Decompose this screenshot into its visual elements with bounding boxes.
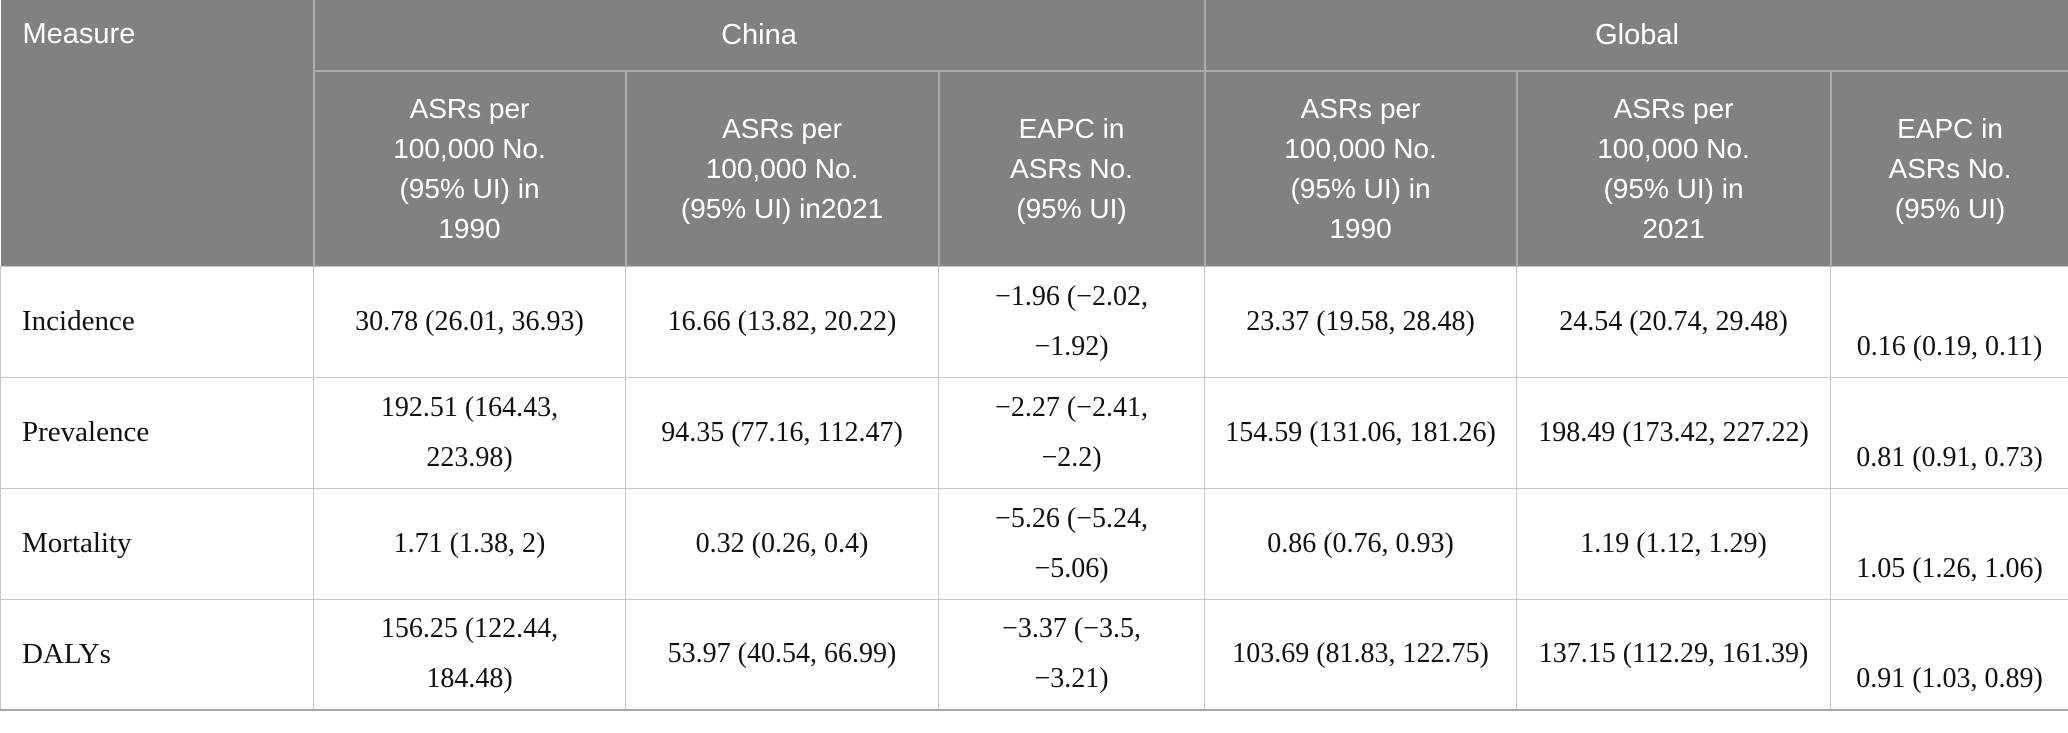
cell-mortality-china-eapc: −5.26 (−5.24, −5.06)	[937, 487, 1206, 600]
cell-dalys-global-asr-2021: 137.15 (112.29, 161.39)	[1516, 598, 1832, 711]
table-header: Measure China Global ASRs per 100,000 No…	[0, 0, 2068, 266]
table-row-prevalence: Prevalence 192.51 (164.43, 223.98) 94.35…	[0, 376, 2068, 489]
china-group-header: China	[312, 0, 1205, 72]
row-label-incidence: Incidence	[0, 265, 314, 378]
cell-prevalence-china-eapc: −2.27 (−2.41, −2.2)	[937, 376, 1206, 489]
cell-mortality-china-asr-2021: 0.32 (0.26, 0.4)	[625, 487, 939, 600]
cell-incidence-global-asr-1990: 23.37 (19.58, 28.48)	[1204, 265, 1518, 378]
row-label-prevalence: Prevalence	[0, 376, 314, 489]
table-row-incidence: Incidence 30.78 (26.01, 36.93) 16.66 (13…	[0, 265, 2068, 378]
global-group-header: Global	[1203, 0, 2068, 72]
measure-column-header: Measure	[0, 0, 314, 266]
cell-incidence-china-eapc: −1.96 (−2.02, −1.92)	[937, 265, 1206, 378]
subheader-china-asr-1990: ASRs per 100,000 No. (95% UI) in 1990	[312, 71, 626, 266]
group-header-row: Measure China Global	[0, 0, 2068, 266]
subheader-china-asr-2021: ASRs per 100,000 No. (95% UI) in2021	[624, 71, 939, 266]
cell-mortality-global-eapc: 1.05 (1.26, 1.06)	[1830, 487, 2068, 600]
subheader-china-eapc: EAPC in ASRs No. (95% UI)	[937, 71, 1205, 266]
cell-incidence-china-asr-1990: 30.78 (26.01, 36.93)	[313, 265, 626, 378]
cell-mortality-china-asr-1990: 1.71 (1.38, 2)	[313, 487, 626, 600]
cell-mortality-global-asr-2021: 1.19 (1.12, 1.29)	[1516, 487, 1832, 600]
cell-dalys-china-asr-2021: 53.97 (40.54, 66.99)	[625, 598, 939, 711]
row-label-mortality: Mortality	[0, 487, 314, 600]
cell-incidence-global-eapc: 0.16 (0.19, 0.11)	[1830, 265, 2068, 378]
cell-dalys-global-eapc: 0.91 (1.03, 0.89)	[1830, 598, 2068, 711]
cell-dalys-china-asr-1990: 156.25 (122.44, 184.48)	[313, 598, 626, 711]
cell-dalys-global-asr-1990: 103.69 (81.83, 122.75)	[1204, 598, 1518, 711]
table-row-mortality: Mortality 1.71 (1.38, 2) 0.32 (0.26, 0.4…	[0, 487, 2068, 600]
sub-header-row: ASRs per 100,000 No. (95% UI) in 1990 AS…	[1, 71, 2068, 266]
cell-incidence-china-asr-2021: 16.66 (13.82, 20.22)	[625, 265, 939, 378]
asr-eapc-table: Measure China Global ASRs per 100,000 No…	[0, 0, 2068, 711]
row-label-dalys: DALYs	[0, 598, 314, 711]
cell-prevalence-global-asr-2021: 198.49 (173.42, 227.22)	[1516, 376, 1832, 489]
table-body: Incidence 30.78 (26.01, 36.93) 16.66 (13…	[0, 265, 2068, 711]
cell-prevalence-global-asr-1990: 154.59 (131.06, 181.26)	[1204, 376, 1518, 489]
cell-prevalence-china-asr-1990: 192.51 (164.43, 223.98)	[313, 376, 626, 489]
table-row-dalys: DALYs 156.25 (122.44, 184.48) 53.97 (40.…	[0, 598, 2068, 711]
cell-incidence-global-asr-2021: 24.54 (20.74, 29.48)	[1516, 265, 1832, 378]
cell-mortality-global-asr-1990: 0.86 (0.76, 0.93)	[1204, 487, 1518, 600]
subheader-global-eapc: EAPC in ASRs No. (95% UI)	[1829, 71, 2068, 266]
cell-dalys-china-eapc: −3.37 (−3.5, −3.21)	[937, 598, 1206, 711]
subheader-global-asr-1990: ASRs per 100,000 No. (95% UI) in 1990	[1203, 71, 1517, 266]
cell-prevalence-global-eapc: 0.81 (0.91, 0.73)	[1830, 376, 2068, 489]
cell-prevalence-china-asr-2021: 94.35 (77.16, 112.47)	[625, 376, 939, 489]
subheader-global-asr-2021: ASRs per 100,000 No. (95% UI) in 2021	[1515, 71, 1831, 266]
